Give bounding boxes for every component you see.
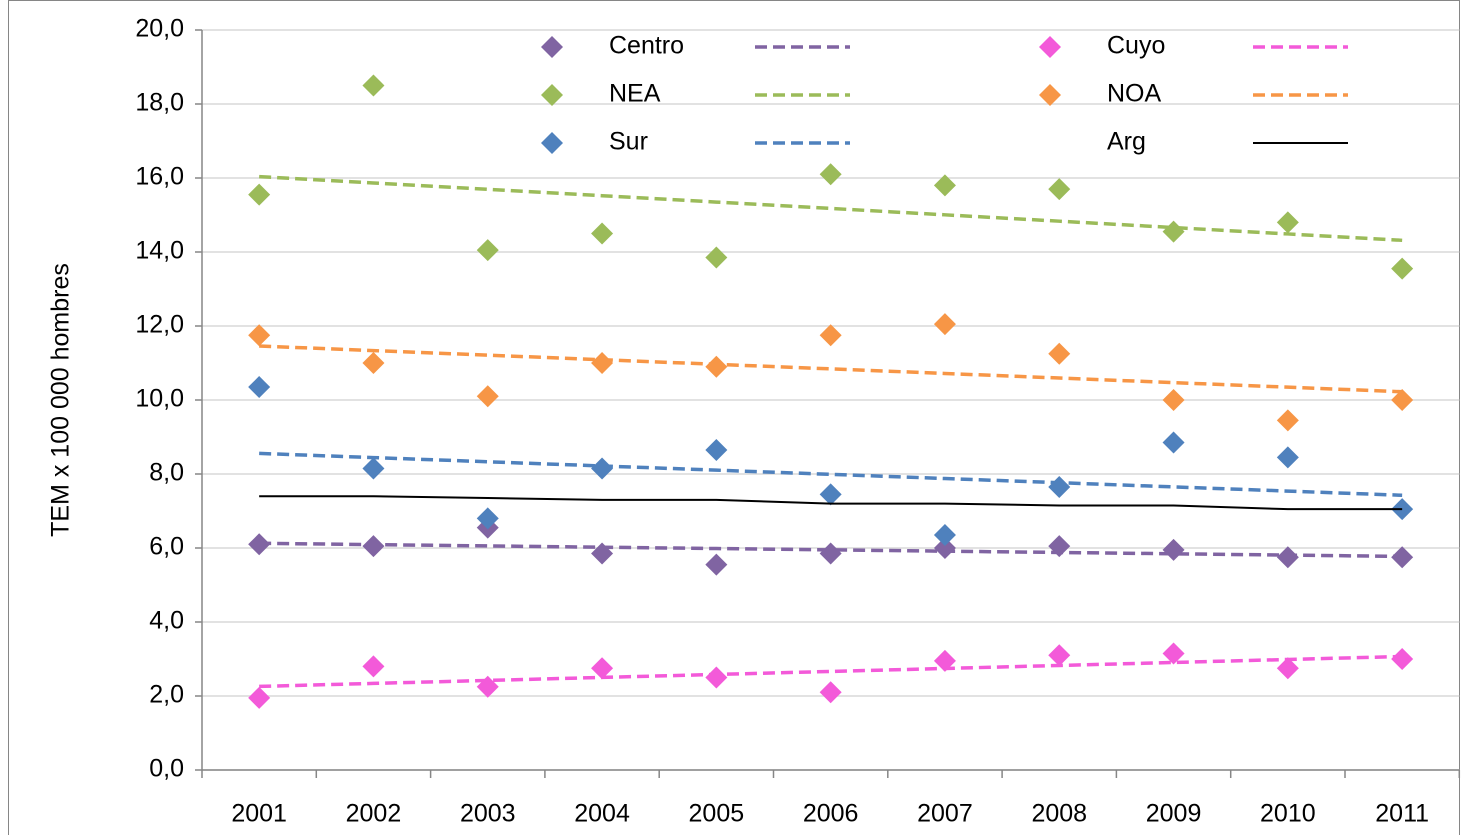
marker bbox=[362, 457, 385, 480]
y-tick-label: 0,0 bbox=[149, 755, 184, 783]
marker bbox=[362, 535, 385, 558]
y-tick-label: 18,0 bbox=[135, 89, 184, 117]
legend-label: Centro bbox=[609, 32, 684, 60]
y-tick-label: 16,0 bbox=[135, 163, 184, 191]
marker bbox=[591, 657, 614, 680]
marker bbox=[476, 385, 499, 408]
marker bbox=[819, 681, 842, 704]
x-tick-label: 2005 bbox=[689, 800, 745, 828]
marker bbox=[933, 537, 956, 559]
marker bbox=[1276, 546, 1299, 569]
x-tick-label: 2010 bbox=[1260, 800, 1316, 828]
y-tick-label: 8,0 bbox=[149, 459, 184, 487]
marker bbox=[362, 655, 385, 678]
legend-label: NOA bbox=[1107, 80, 1162, 108]
legend-marker bbox=[541, 132, 563, 154]
marker bbox=[1162, 642, 1185, 665]
marker bbox=[1162, 220, 1185, 243]
marker bbox=[1391, 257, 1414, 280]
marker bbox=[1048, 475, 1071, 498]
marker bbox=[362, 74, 385, 97]
marker bbox=[1048, 535, 1071, 558]
y-tick-label: 4,0 bbox=[149, 607, 184, 635]
marker bbox=[248, 686, 271, 709]
marker bbox=[476, 239, 499, 262]
trendline bbox=[259, 654, 1403, 689]
marker bbox=[933, 174, 956, 197]
marker bbox=[248, 376, 271, 399]
trendline bbox=[259, 174, 1403, 243]
x-tick-label: 2009 bbox=[1146, 800, 1202, 828]
marker bbox=[705, 438, 728, 461]
marker bbox=[1276, 409, 1299, 432]
marker bbox=[819, 483, 842, 506]
legend-marker bbox=[541, 36, 563, 58]
marker bbox=[705, 246, 728, 269]
y-axis-label: TEM x 100 000 hombres bbox=[47, 263, 75, 537]
legend-marker bbox=[1039, 36, 1061, 58]
legend-marker bbox=[1039, 84, 1061, 106]
marker bbox=[1162, 389, 1185, 411]
marker bbox=[591, 222, 614, 245]
marker bbox=[248, 533, 271, 556]
marker bbox=[1276, 657, 1299, 680]
legend-label: NEA bbox=[609, 80, 661, 108]
legend-label: Cuyo bbox=[1107, 32, 1165, 60]
marker bbox=[1391, 389, 1414, 411]
marker bbox=[476, 675, 499, 698]
marker bbox=[1276, 211, 1299, 234]
y-tick-label: 14,0 bbox=[135, 237, 184, 265]
y-tick-label: 10,0 bbox=[135, 385, 184, 413]
marker bbox=[705, 666, 728, 689]
marker bbox=[819, 542, 842, 565]
marker bbox=[1162, 431, 1185, 454]
marker bbox=[1048, 342, 1071, 365]
x-tick-label: 2001 bbox=[231, 800, 287, 828]
line bbox=[259, 495, 1403, 511]
marker bbox=[476, 507, 499, 530]
marker bbox=[591, 457, 614, 480]
x-tick-label: 2008 bbox=[1031, 800, 1087, 828]
y-tick-label: 2,0 bbox=[149, 681, 184, 709]
x-tick-label: 2006 bbox=[803, 800, 859, 828]
marker bbox=[248, 324, 271, 347]
x-tick-label: 2007 bbox=[917, 800, 973, 828]
marker bbox=[1048, 178, 1071, 201]
marker bbox=[362, 352, 385, 374]
marker bbox=[819, 324, 842, 347]
x-tick-label: 2003 bbox=[460, 800, 516, 828]
y-tick-label: 12,0 bbox=[135, 311, 184, 339]
y-tick-label: 20,0 bbox=[135, 15, 184, 43]
legend-label: Arg bbox=[1107, 128, 1146, 156]
marker bbox=[705, 553, 728, 576]
marker bbox=[248, 183, 271, 206]
marker bbox=[591, 352, 614, 374]
marker bbox=[591, 542, 614, 565]
legend-label: Sur bbox=[609, 128, 648, 156]
marker bbox=[933, 649, 956, 672]
marker bbox=[933, 524, 956, 547]
trendline bbox=[259, 541, 1403, 559]
marker bbox=[1048, 644, 1071, 667]
marker bbox=[1391, 648, 1414, 670]
x-tick-label: 2002 bbox=[346, 800, 402, 828]
marker bbox=[819, 163, 842, 186]
legend-marker bbox=[541, 84, 563, 106]
marker bbox=[1391, 546, 1414, 569]
x-tick-label: 2004 bbox=[574, 800, 630, 828]
marker bbox=[1162, 538, 1185, 561]
y-tick-label: 6,0 bbox=[149, 533, 184, 561]
trendline bbox=[259, 451, 1403, 498]
chart-frame bbox=[8, 0, 1460, 835]
marker bbox=[1276, 446, 1299, 469]
marker bbox=[705, 355, 728, 378]
x-tick-label: 2011 bbox=[1375, 800, 1429, 828]
trendline bbox=[259, 344, 1403, 394]
marker bbox=[933, 313, 956, 336]
